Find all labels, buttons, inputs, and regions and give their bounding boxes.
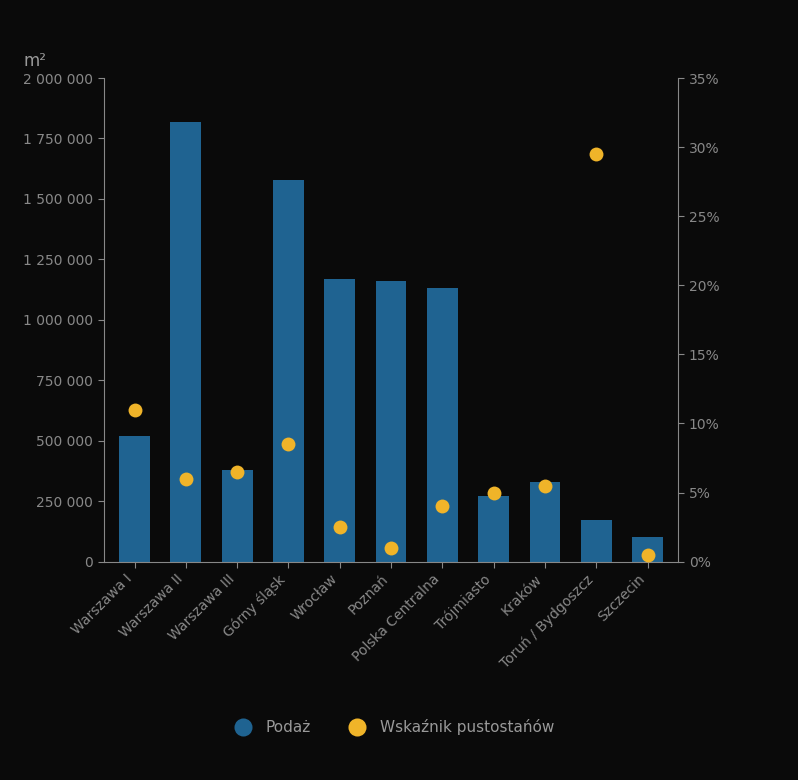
Bar [478,496,509,562]
Bar [324,278,355,562]
Point [590,147,602,160]
Point [282,438,294,450]
Point [128,403,141,416]
Point [436,500,448,512]
Bar [222,470,252,562]
Point [641,548,654,561]
Bar [427,289,458,562]
Point [334,521,346,534]
Point [231,466,243,478]
Bar [376,281,406,562]
Legend: Podaż, Wskaźnik pustostańów: Podaż, Wskaźnik pustostańów [222,713,560,741]
Point [539,480,551,492]
Point [385,541,397,554]
Bar [171,122,201,562]
Bar [632,537,663,562]
Text: m²: m² [24,52,47,70]
Bar [530,482,560,562]
Bar [119,436,150,562]
Point [488,486,500,498]
Bar [581,520,611,562]
Point [180,473,192,485]
Bar [273,179,304,562]
